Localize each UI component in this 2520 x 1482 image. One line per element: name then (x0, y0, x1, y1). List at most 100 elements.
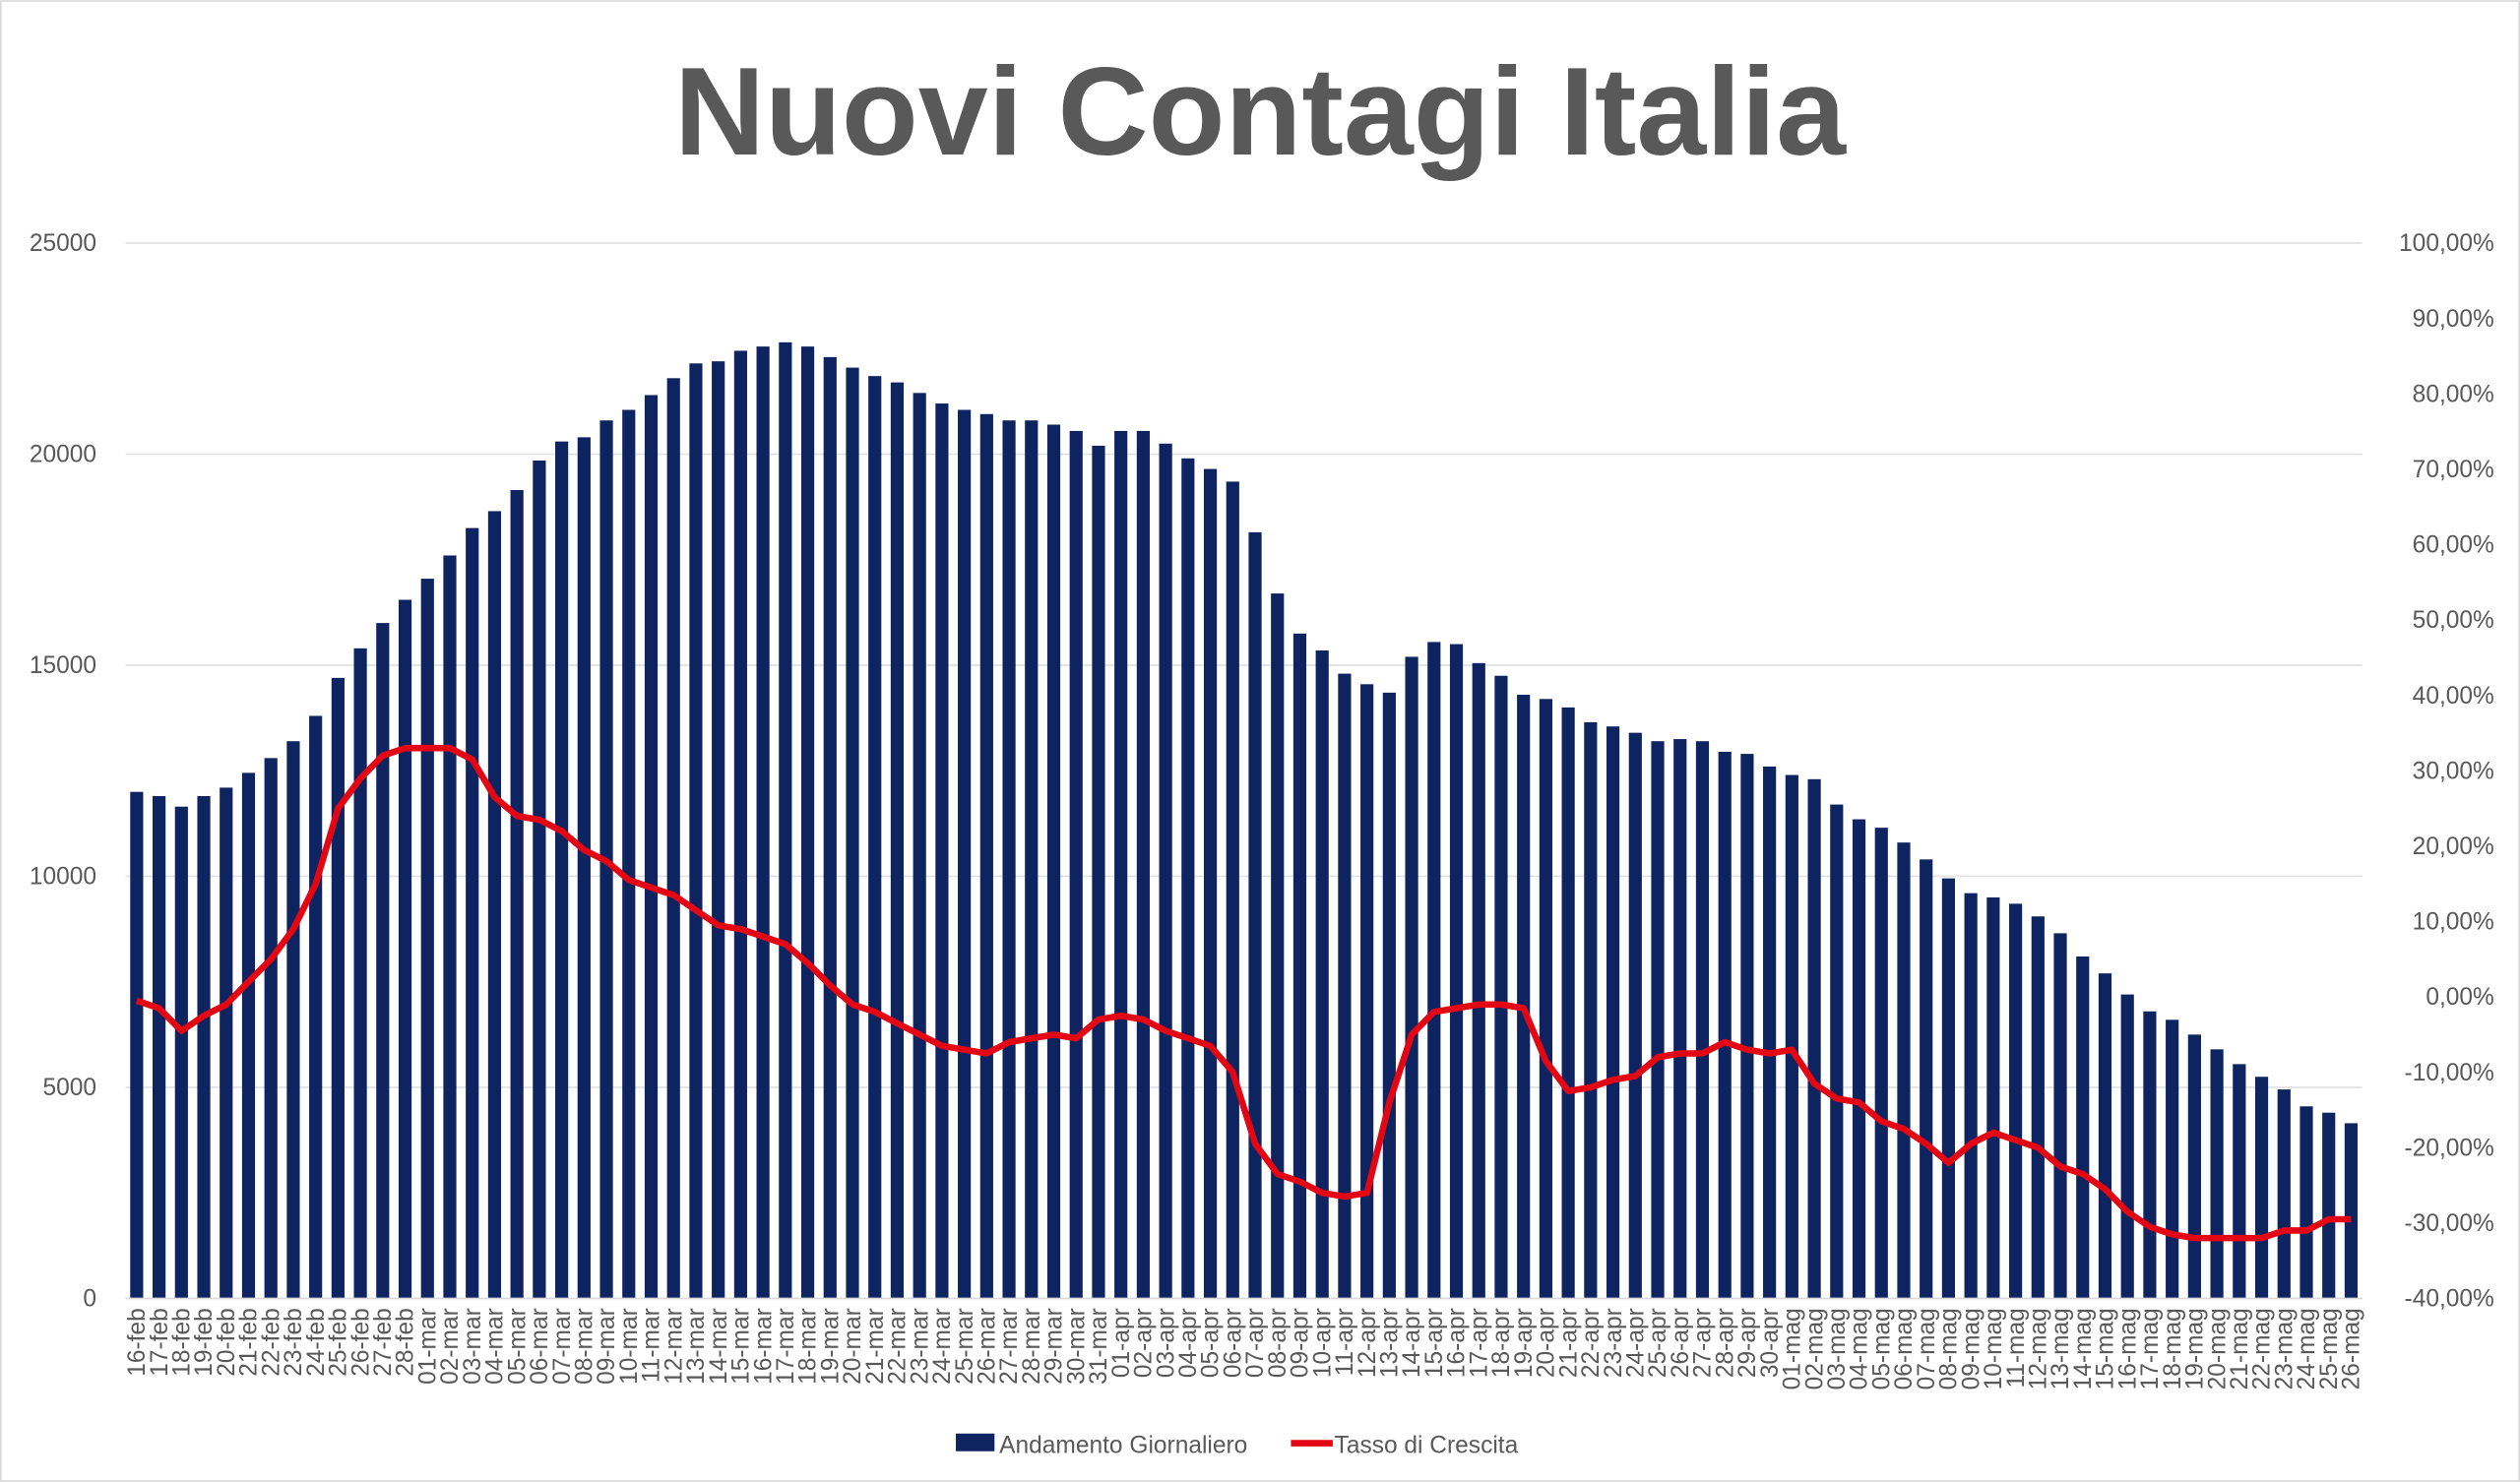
y-tick-label: 15000 (30, 652, 96, 679)
legend-label: Andamento Giornaliero (999, 1432, 1247, 1458)
x-tick-label: 10-apr (1309, 1308, 1336, 1378)
bar (1360, 684, 1374, 1299)
x-tick-label: 18-feb (168, 1308, 195, 1377)
bar (1002, 420, 1016, 1299)
x-tick-label: 11-apr (1332, 1308, 1358, 1376)
bar (1830, 804, 1844, 1299)
x-tick-label: 29-apr (1734, 1308, 1761, 1378)
y2-tick-label: 70,00% (2413, 457, 2494, 483)
x-tick-label: 19-feb (191, 1308, 218, 1377)
x-tick-label: 12-mar (661, 1308, 687, 1385)
y2-tick-label: 30,00% (2413, 758, 2494, 784)
x-tick-label: 18-mar (795, 1308, 822, 1385)
y-tick-label: 25000 (30, 230, 96, 257)
bar (466, 527, 479, 1299)
bar (1248, 531, 1262, 1299)
x-tick-label: 27-mar (996, 1308, 1023, 1385)
x-tick-label: 14-mar (706, 1308, 732, 1385)
bar (1539, 699, 1553, 1299)
x-tick-label: 14-apr (1399, 1308, 1425, 1378)
bar (1427, 642, 1441, 1299)
x-tick-label: 13-apr (1377, 1308, 1404, 1378)
bar (153, 795, 166, 1299)
x-tick-label: 16-mag (2114, 1308, 2141, 1389)
y-tick-label: 10000 (30, 864, 96, 891)
bar (331, 677, 345, 1299)
x-tick-label: 25-apr (1645, 1308, 1671, 1378)
bar (2166, 1019, 2179, 1299)
bar (1651, 741, 1665, 1299)
bar (733, 350, 747, 1299)
x-tick-label: 15-apr (1421, 1308, 1448, 1378)
bar (1449, 644, 1464, 1299)
x-tick-label: 11-mag (2003, 1308, 2030, 1388)
x-tick-label: 31-mar (1086, 1308, 1112, 1385)
bar (1897, 842, 1911, 1299)
bar (174, 806, 188, 1299)
bar (1046, 424, 1061, 1299)
x-tick-label: 06-mag (1891, 1308, 1918, 1389)
bar (712, 361, 725, 1299)
y2-tick-label: 80,00% (2413, 381, 2494, 407)
x-tick-label: 22-mag (2249, 1308, 2276, 1389)
y-tick-label: 0 (83, 1286, 96, 1313)
bar (1472, 662, 1485, 1299)
x-tick-label: 06-mar (527, 1308, 553, 1385)
x-tick-label: 10-mar (616, 1308, 643, 1385)
bar (1763, 766, 1777, 1299)
x-tick-label: 15-mag (2093, 1308, 2119, 1389)
x-tick-label: 01-mag (1780, 1308, 1806, 1389)
x-tick-label: 17-mag (2137, 1308, 2164, 1389)
y2-tick-label: 100,00% (2399, 230, 2494, 257)
bar (1382, 692, 1396, 1299)
x-tick-label: 18-apr (1488, 1308, 1515, 1378)
x-tick-label: 07-mar (549, 1308, 576, 1385)
x-tick-label: 08-mag (1936, 1308, 1963, 1389)
bar (2254, 1077, 2269, 1299)
x-tick-label: 01-mar (414, 1308, 441, 1385)
x-tick-label: 21-mar (862, 1308, 889, 1385)
x-tick-label: 20-apr (1534, 1308, 1560, 1378)
bar (2120, 994, 2134, 1299)
x-tick-label: 08-mar (572, 1308, 598, 1385)
x-tick-label: 25-feb (326, 1308, 352, 1377)
x-tick-label: 04-mar (482, 1308, 509, 1385)
x-tick-label: 04-apr (1175, 1308, 1202, 1378)
x-tick-label: 20-feb (214, 1308, 240, 1377)
x-tick-label: 08-apr (1265, 1308, 1292, 1378)
x-tick-label: 09-apr (1288, 1308, 1314, 1378)
x-tick-label: 22-feb (258, 1308, 284, 1377)
bar (868, 376, 882, 1299)
bar (2076, 956, 2090, 1299)
x-tick-label: 09-mag (1958, 1308, 1984, 1389)
bar (2344, 1123, 2359, 1299)
x-tick-label: 09-mar (594, 1308, 620, 1385)
x-tick-label: 26-mag (2339, 1308, 2365, 1389)
x-tick-label: 15-mar (728, 1308, 755, 1385)
bar (1718, 751, 1732, 1299)
x-tick-label: 16-apr (1444, 1308, 1471, 1378)
bar (1114, 430, 1128, 1299)
bar (353, 648, 367, 1299)
y2-tick-label: 50,00% (2413, 607, 2494, 634)
x-tick-label: 07-apr (1242, 1308, 1269, 1378)
bar (1405, 656, 1418, 1299)
x-tick-label: 26-mar (975, 1308, 1001, 1385)
bar (1606, 726, 1620, 1299)
bar (1941, 878, 1956, 1299)
bar (398, 599, 412, 1299)
bar (689, 363, 703, 1299)
chart-title: Nuovi Contagi Italia (674, 42, 1847, 182)
bar (2031, 916, 2045, 1299)
bar (1852, 819, 1866, 1299)
x-tick-label: 10-mag (1981, 1308, 2007, 1389)
bar (1069, 430, 1083, 1299)
x-tick-label: 02-mar (437, 1308, 464, 1385)
bar (2143, 1011, 2157, 1299)
y2-tick-label: -20,00% (2405, 1135, 2494, 1161)
x-tick-label: 27-apr (1690, 1308, 1717, 1378)
x-tick-label: 16-mar (750, 1308, 777, 1385)
bar (2187, 1034, 2201, 1299)
y2-tick-label: 90,00% (2413, 306, 2494, 333)
bar (1181, 458, 1195, 1299)
